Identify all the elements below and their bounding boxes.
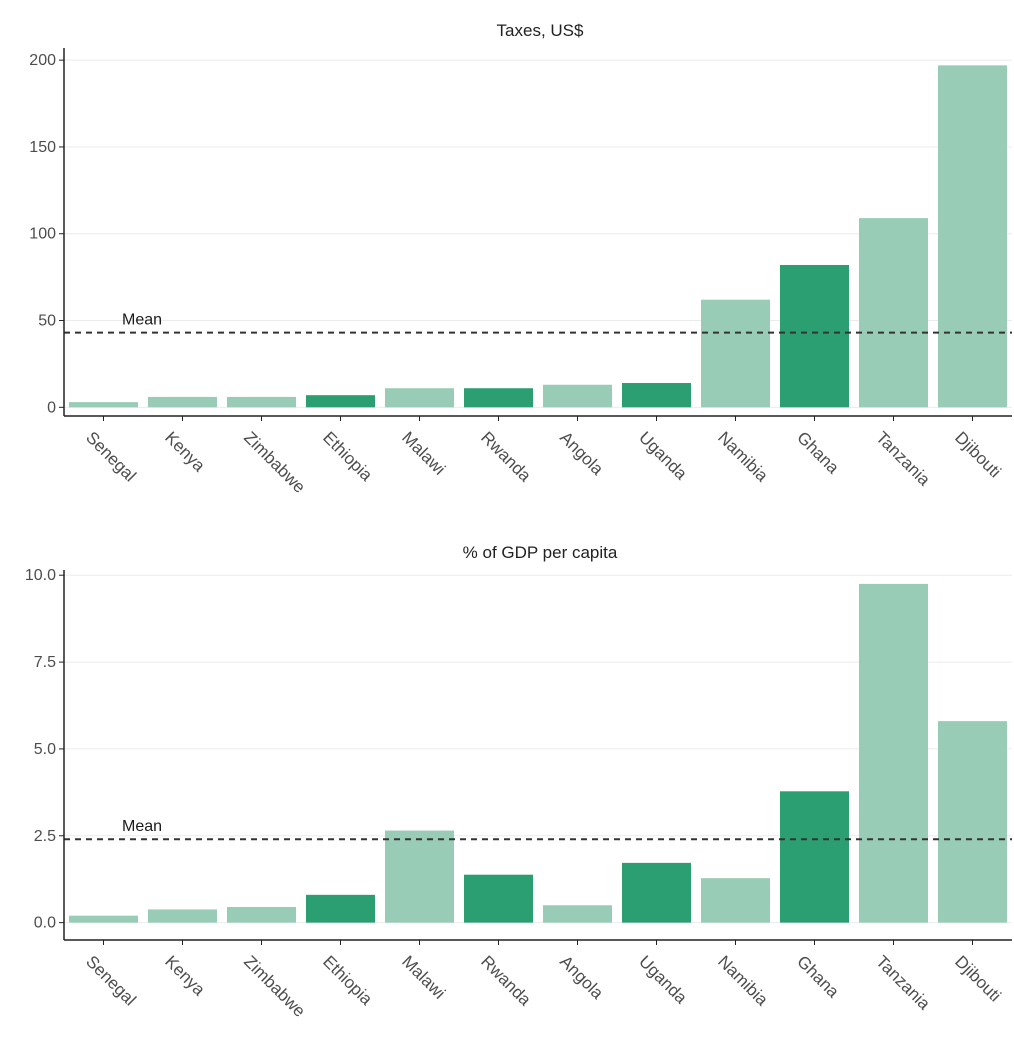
bar-senegal: [69, 402, 138, 408]
y-tick-label: 0.0: [34, 915, 56, 932]
y-tick-label: 50: [38, 313, 56, 330]
bar-senegal: [69, 915, 138, 923]
x-tick-label-senegal: Senegal: [82, 428, 140, 486]
x-tick-label-angola: Angola: [556, 952, 607, 1003]
x-tick-label-rwanda: Rwanda: [477, 952, 535, 1010]
y-tick-label: 0: [47, 399, 56, 416]
bar-uganda: [622, 862, 691, 923]
y-tick-label: 200: [29, 52, 56, 69]
y-tick-label: 7.5: [34, 654, 56, 671]
bar-malawi: [385, 830, 454, 923]
mean-label: Mean: [122, 312, 162, 329]
bar-tanzania: [859, 583, 928, 923]
bar-kenya: [148, 909, 217, 923]
x-tick-label-ghana: Ghana: [793, 952, 843, 1002]
bar-ghana: [780, 791, 849, 923]
bar-ethiopia: [306, 894, 375, 923]
y-tick-label: 100: [29, 226, 56, 243]
bar-uganda: [622, 383, 691, 408]
bar-djibouti: [938, 721, 1007, 923]
x-tick-label-zimbabwe: Zimbabwe: [240, 428, 309, 497]
x-tick-label-ethiopia: Ethiopia: [319, 428, 376, 485]
y-tick-label: 5.0: [34, 741, 56, 758]
x-tick-label-uganda: Uganda: [635, 428, 691, 484]
x-tick-label-malawi: Malawi: [398, 952, 449, 1003]
x-tick-label-uganda: Uganda: [635, 952, 691, 1008]
x-tick-label-senegal: Senegal: [82, 952, 140, 1010]
bar-namibia: [701, 299, 770, 408]
x-tick-label-tanzania: Tanzania: [872, 428, 934, 490]
x-tick-label-djibouti: Djibouti: [951, 952, 1005, 1006]
x-tick-label-malawi: Malawi: [398, 428, 449, 479]
y-tick-label: 2.5: [34, 828, 56, 845]
bar-ghana: [780, 264, 849, 408]
y-tick-label: 150: [29, 139, 56, 156]
bar-angola: [543, 384, 612, 408]
bar-kenya: [148, 396, 217, 408]
bar-djibouti: [938, 65, 1007, 408]
bar-rwanda: [464, 874, 533, 923]
bar-ethiopia: [306, 395, 375, 408]
bar-zimbabwe: [227, 396, 296, 408]
y-tick-label: 10.0: [25, 567, 56, 584]
x-tick-label-rwanda: Rwanda: [477, 428, 535, 486]
bar-zimbabwe: [227, 906, 296, 923]
mean-label: Mean: [122, 818, 162, 835]
x-tick-label-djibouti: Djibouti: [951, 428, 1005, 482]
x-tick-label-kenya: Kenya: [161, 428, 209, 476]
x-tick-label-angola: Angola: [556, 428, 607, 479]
x-tick-label-tanzania: Tanzania: [872, 952, 934, 1014]
bar-rwanda: [464, 388, 533, 408]
x-tick-label-ghana: Ghana: [793, 428, 843, 478]
x-tick-label-ethiopia: Ethiopia: [319, 952, 376, 1009]
chart-panel-2: Mean 0.0 2.5 5.0 7.5 10.0 Senegal Kenya Zimbabwe…: [25, 543, 1012, 1021]
bar-namibia: [701, 878, 770, 923]
x-tick-label-namibia: Namibia: [714, 952, 772, 1010]
bar-malawi: [385, 388, 454, 408]
chart-title: Taxes, US$: [497, 21, 584, 40]
bar-tanzania: [859, 218, 928, 408]
chart-title: % of GDP per capita: [463, 543, 618, 562]
bar-angola: [543, 905, 612, 923]
chart-panel-1: Mean 0 50 100 150 200 Senegal Kenya Zimbabwe Ethi…: [29, 21, 1012, 497]
x-tick-label-kenya: Kenya: [161, 952, 209, 1000]
x-tick-label-namibia: Namibia: [714, 428, 772, 486]
x-tick-label-zimbabwe: Zimbabwe: [240, 952, 309, 1021]
